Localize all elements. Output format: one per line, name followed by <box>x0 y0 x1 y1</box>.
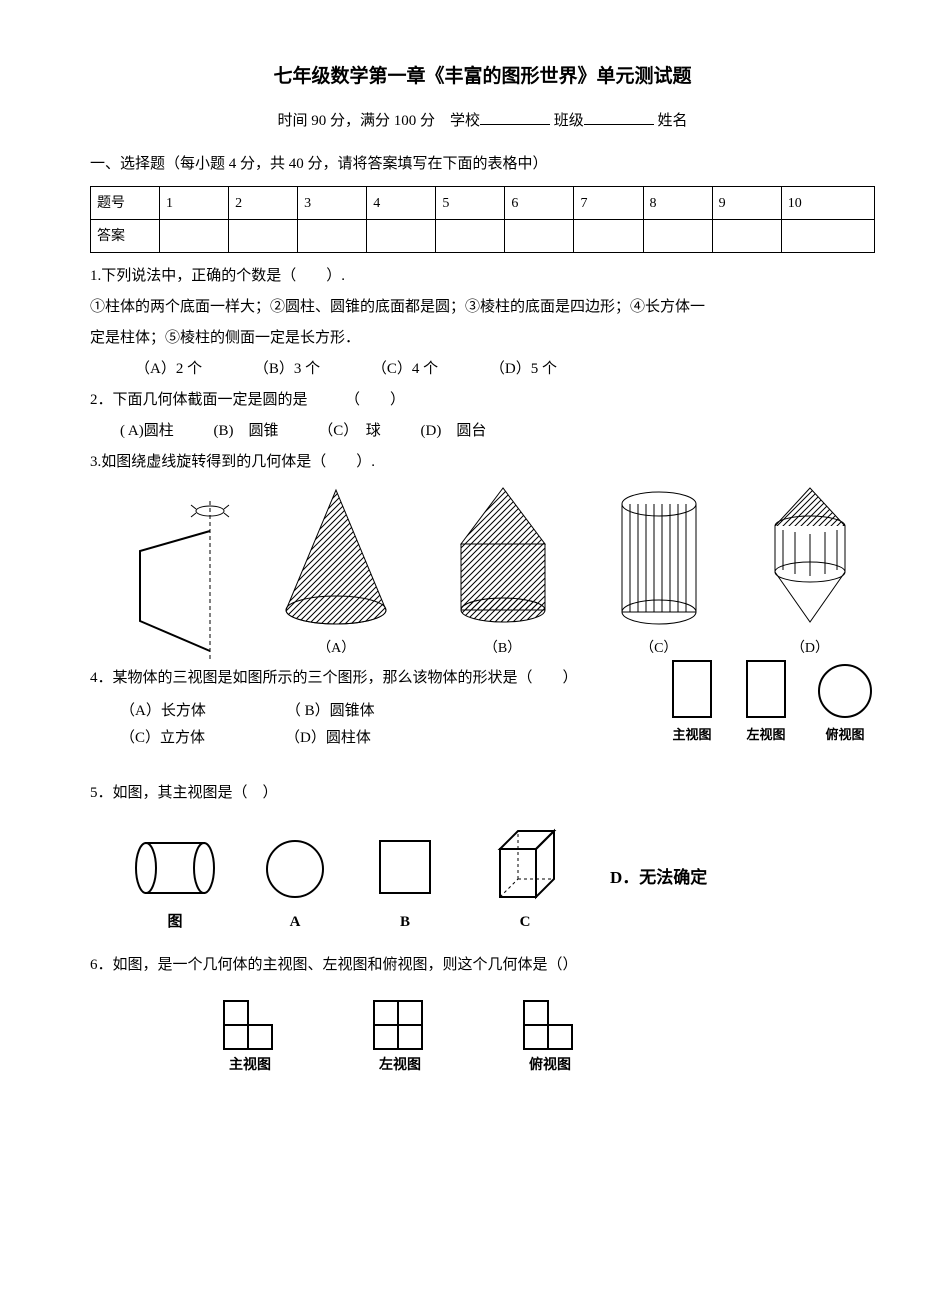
q4-label-top: 俯视图 <box>815 723 875 746</box>
ans-2[interactable] <box>229 220 298 253</box>
q3-label-a: （A） <box>271 636 401 661</box>
q4-opt-b: （ B）圆锥体 <box>286 698 375 725</box>
q2-opt-a: ( A)圆柱 <box>120 418 174 445</box>
cone-icon <box>271 482 401 632</box>
q2-opt-b: (B) 圆锥 <box>214 418 279 445</box>
q1-line3: 定是柱体；⑤棱柱的侧面一定是长方形． <box>90 325 875 352</box>
subtitle-suffix: 姓名 <box>658 113 688 129</box>
q1-stem: 1.下列说法中，正确的个数是（ ）. <box>90 263 875 290</box>
rect-icon <box>667 657 717 723</box>
subtitle: 时间 90 分，满分 100 分 学校 班级 姓名 <box>90 108 875 135</box>
col-8: 8 <box>643 187 712 220</box>
col-10: 10 <box>781 187 874 220</box>
ans-4[interactable] <box>367 220 436 253</box>
row2-label: 答案 <box>91 220 160 253</box>
page-title: 七年级数学第一章《丰富的图形世界》单元测试题 <box>90 60 875 94</box>
q5-label-a: A <box>260 909 330 936</box>
q1-opt-d: （D）5 个 <box>490 356 557 383</box>
ans-7[interactable] <box>574 220 643 253</box>
q1-opt-a: （A）2 个 <box>135 356 202 383</box>
col-6: 6 <box>505 187 574 220</box>
q2-opt-c: （C） 球 <box>318 418 381 445</box>
q2-opts: ( A)圆柱 (B) 圆锥 （C） 球 (D) 圆台 <box>120 418 875 445</box>
q3-label-b: （B） <box>443 636 563 661</box>
q5-src: 图 <box>130 829 220 936</box>
q2-opt-d: (D) 圆台 <box>421 418 487 445</box>
q3-figures: （A） （B） （C） <box>100 482 865 661</box>
spindle-icon <box>755 482 865 632</box>
col-3: 3 <box>298 187 367 220</box>
cube-icon <box>480 819 570 909</box>
q4-top: 俯视图 <box>815 657 875 746</box>
q3-fig-a: （A） <box>271 482 401 661</box>
section-1-heading: 一、选择题（每小题 4 分，共 40 分，请将答案填写在下面的表格中） <box>90 151 875 178</box>
cone-cylinder-icon <box>443 482 563 632</box>
q4-opt-a: （A）长方体 <box>120 698 206 725</box>
rect-icon <box>741 657 791 723</box>
col-7: 7 <box>574 187 643 220</box>
circle-icon <box>260 829 330 909</box>
col-4: 4 <box>367 187 436 220</box>
col-9: 9 <box>712 187 781 220</box>
q5-label-src: 图 <box>130 909 220 936</box>
q1-opts: （A）2 个 （B）3 个 （C）4 个 （D）5 个 <box>135 356 875 383</box>
q6-top: 俯视图 <box>510 993 590 1078</box>
q3-fig-b: （B） <box>443 482 563 661</box>
l-shape-icon <box>210 993 290 1053</box>
q6-label-top: 俯视图 <box>510 1053 590 1078</box>
q3-fig-d: （D） <box>755 482 865 661</box>
q6-left: 左视图 <box>360 993 440 1078</box>
q3-stem: 3.如图绕虚线旋转得到的几何体是（ ）. <box>90 449 875 476</box>
ans-3[interactable] <box>298 220 367 253</box>
q5-opt-d: D．无法确定 <box>610 863 707 894</box>
q4-front: 主视图 <box>667 657 717 746</box>
q6-front: 主视图 <box>210 993 290 1078</box>
horizontal-cylinder-icon <box>130 829 220 909</box>
q3-profile <box>100 501 230 661</box>
q3-fig-c: （C） <box>604 482 714 661</box>
col-1: 1 <box>160 187 229 220</box>
subtitle-mid: 班级 <box>554 113 584 129</box>
q4-opt-d: （D）圆柱体 <box>285 725 371 752</box>
col-2: 2 <box>229 187 298 220</box>
school-blank[interactable] <box>480 109 550 125</box>
q5-stem: 5．如图，其主视图是（ ） <box>90 780 875 807</box>
ans-10[interactable] <box>781 220 874 253</box>
grid-2x2-icon <box>360 993 440 1053</box>
answer-table: 题号 1 2 3 4 5 6 7 8 9 10 答案 <box>90 186 875 253</box>
col-5: 5 <box>436 187 505 220</box>
circle-icon <box>815 657 875 723</box>
q5-opt-c: C <box>480 819 570 936</box>
q4-left: 左视图 <box>741 657 791 746</box>
square-icon <box>370 829 440 909</box>
cylinder-icon <box>604 482 714 632</box>
q4-label-front: 主视图 <box>667 723 717 746</box>
row1-label: 题号 <box>91 187 160 220</box>
q4-opt-c: （C）立方体 <box>120 725 205 752</box>
q2-stem: 2．下面几何体截面一定是圆的是 （ ） <box>90 387 875 414</box>
class-blank[interactable] <box>584 109 654 125</box>
subtitle-prefix: 时间 90 分，满分 100 分 学校 <box>277 113 480 129</box>
ans-8[interactable] <box>643 220 712 253</box>
q4-views: 主视图 左视图 俯视图 <box>667 657 875 746</box>
ans-9[interactable] <box>712 220 781 253</box>
q5-label-b: B <box>370 909 440 936</box>
q1-line2: ①柱体的两个底面一样大；②圆柱、圆锥的底面都是圆；③棱柱的底面是四边形；④长方体… <box>90 294 875 321</box>
ans-1[interactable] <box>160 220 229 253</box>
q4-label-left: 左视图 <box>741 723 791 746</box>
q6-figures: 主视图 左视图 俯视图 <box>210 993 875 1078</box>
l-shape-icon <box>510 993 590 1053</box>
q6-label-left: 左视图 <box>360 1053 440 1078</box>
q6-stem: 6．如图，是一个几何体的主视图、左视图和俯视图，则这个几何体是（） <box>90 952 875 979</box>
q5-opt-a: A <box>260 829 330 936</box>
q5-figures: 图 A B C D．无法确定 <box>130 819 875 936</box>
q6-label-front: 主视图 <box>210 1053 290 1078</box>
q5-label-c: C <box>480 909 570 936</box>
q1-opt-c: （C）4 个 <box>372 356 438 383</box>
q1-opt-b: （B）3 个 <box>254 356 320 383</box>
q5-opt-b: B <box>370 829 440 936</box>
ans-6[interactable] <box>505 220 574 253</box>
ans-5[interactable] <box>436 220 505 253</box>
rotation-profile-icon <box>100 501 230 661</box>
